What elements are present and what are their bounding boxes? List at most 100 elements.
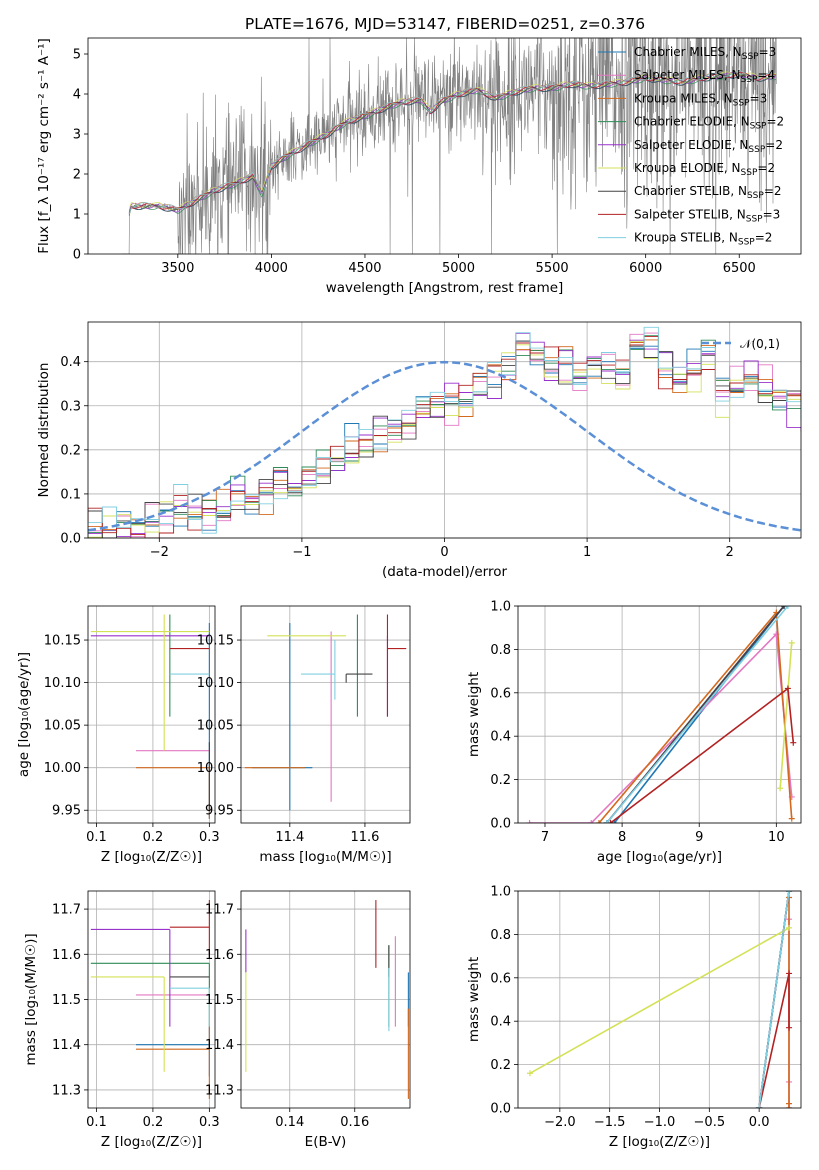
weight-line-8 <box>758 891 790 1108</box>
y-tick-label: 9.95 <box>205 804 234 819</box>
weight-marker <box>526 820 533 823</box>
x-tick-label: −2.0 <box>544 1115 576 1130</box>
x-tick-label: 1 <box>583 545 591 560</box>
y-tick-label: 11.5 <box>52 993 81 1008</box>
y-tick-label: 0.4 <box>490 1015 511 1030</box>
axes-frame <box>517 890 802 1109</box>
weight-marker <box>588 820 595 823</box>
y-tick-label: 10.10 <box>197 676 234 691</box>
normal-curve <box>88 360 801 532</box>
x-tick-label: 4500 <box>348 261 381 276</box>
legend-count: =2 <box>757 161 775 175</box>
y-tick-label: 2 <box>73 168 81 183</box>
axes: 0.1 0.2 0.3 11.3 11.4 11.5 11.6 11.7 Z [log₁₀(Z/… <box>23 890 220 1150</box>
x-axis-label: mass [log₁₀(M/M☉)] <box>259 849 391 865</box>
y-tick-label: 0.2 <box>490 773 511 788</box>
y-tick-label: 5 <box>73 48 81 63</box>
x-tick-label: 0.3 <box>199 1115 220 1130</box>
histogram-6 <box>88 340 801 538</box>
x-tick-label: 0 <box>440 545 448 560</box>
y-axis-label: Normed distribution <box>36 363 52 498</box>
legend-label: Salpeter ELODIE, NSSP=2 <box>634 138 783 155</box>
plot-area <box>244 614 407 811</box>
weight-marker <box>603 820 610 823</box>
weight-line-0 <box>613 606 785 823</box>
axes-frame <box>517 605 802 824</box>
legend-subscript: SSP <box>746 214 763 224</box>
x-tick-label: 8 <box>618 830 626 845</box>
axes: 0.14 0.16 11.3 11.4 11.5 11.6 11.7 E(B-V) <box>205 890 411 1150</box>
y-tick-label: 0.8 <box>490 928 511 943</box>
axes: 11.4 11.6 9.95 10.00 10.05 10.10 10.15 mass [lo… <box>197 605 411 865</box>
y-tick-label: 11.6 <box>205 948 234 963</box>
weight-marker <box>756 1105 763 1108</box>
plot-area <box>90 900 210 1099</box>
x-tick-label: −1 <box>292 545 311 560</box>
x-tick-label: 5500 <box>536 261 569 276</box>
panel-spectrum: 3500 4000 4500 5000 5500 6000 6500 0 1 2 3 4 5 wavele… <box>36 37 802 296</box>
axes-frame <box>87 37 802 255</box>
legend-subscript: SSP <box>750 122 767 132</box>
plot-area <box>121 38 777 254</box>
x-axis-label: E(B-V) <box>305 1134 347 1150</box>
y-tick-label: 10.10 <box>44 676 81 691</box>
x-tick-label: 4000 <box>255 261 288 276</box>
axes: −2 −1 0 1 2 0.0 0.1 0.2 0.3 0.4 (data-model)/error… <box>36 321 802 580</box>
weight-marker <box>777 785 784 792</box>
x-axis-label: Z [log₁₀(Z/Z☉)] <box>101 849 202 865</box>
legend-label: Kroupa STELIB, NSSP=2 <box>634 231 772 248</box>
axes: −2.0 −1.5 −1.0 −0.5 0.0 0.0 0.2 0.4 0.6 0.8 1.0 Z [… <box>466 885 802 1150</box>
y-tick-label: 1.0 <box>490 600 511 615</box>
legend-subscript: SSP <box>733 98 750 108</box>
y-tick-label: 11.3 <box>52 1083 81 1098</box>
model-line-5 <box>128 71 777 211</box>
x-axis-label: age [log₁₀(age/yr)] <box>597 849 722 865</box>
y-tick-label: 0.0 <box>60 532 81 547</box>
x-tick-label: 5000 <box>442 261 475 276</box>
legend-count: =2 <box>755 231 773 245</box>
y-axis-label: Flux [f_λ 10⁻¹⁷ erg cm⁻² s⁻¹ A⁻¹] <box>36 38 52 254</box>
legend-label: Chabrier ELODIE, NSSP=2 <box>634 115 784 132</box>
axes-frame <box>87 605 216 824</box>
model-line-7 <box>128 71 777 214</box>
y-axis-label: mass weight <box>466 672 482 757</box>
x-tick-label: −1.0 <box>644 1115 676 1130</box>
y-tick-label: 10.15 <box>197 634 234 649</box>
spectrum-data-line <box>121 38 777 254</box>
y-tick-label: 0 <box>73 248 81 263</box>
y-tick-label: 9.95 <box>52 804 81 819</box>
panel-residuals: −2 −1 0 1 2 0.0 0.1 0.2 0.3 0.4 (data-model)/error… <box>36 321 802 580</box>
legend-count: =2 <box>765 138 783 152</box>
legend-label: Salpeter MILES, NSSP=4 <box>634 68 775 85</box>
histogram-5 <box>88 340 801 538</box>
y-tick-label: 11.6 <box>52 948 81 963</box>
x-tick-label: −1.5 <box>594 1115 626 1130</box>
weight-marker <box>786 970 793 977</box>
legend-count: =3 <box>759 45 777 59</box>
x-tick-label: 0.1 <box>86 830 107 845</box>
plot-area <box>526 891 793 1108</box>
y-tick-label: 11.3 <box>205 1083 234 1098</box>
model-line-6 <box>128 74 776 213</box>
plot-area <box>526 606 797 823</box>
y-tick-label: 4 <box>73 88 81 103</box>
axes: 0.1 0.2 0.3 9.95 10.00 10.05 10.10 10.15 Z [log₁… <box>16 605 220 865</box>
weight-marker <box>784 606 791 609</box>
legend-subscript: SSP <box>741 75 758 85</box>
weight-line-5 <box>779 642 793 789</box>
panel-mass-weight-vs-age: 7 8 9 10 0.0 0.2 0.4 0.6 0.8 1.0 age [log₁₀(age/yr… <box>466 600 802 865</box>
weight-marker <box>595 820 602 823</box>
axes: 3500 4000 4500 5000 5500 6000 6500 0 1 2 3 4 5 wavele… <box>36 37 802 296</box>
x-tick-label: 6000 <box>629 261 662 276</box>
spectrum-legend: Chabrier MILES, NSSP=3 Salpeter MILES, NS… <box>598 45 784 248</box>
legend-subscript: SSP <box>738 238 755 248</box>
y-tick-label: 0.2 <box>60 443 81 458</box>
axes-frame <box>87 890 216 1109</box>
weight-line-8 <box>606 606 789 823</box>
legend-subscript: SSP <box>741 168 758 178</box>
x-tick-label: 11.4 <box>275 830 304 845</box>
y-tick-label: 0.1 <box>60 487 81 502</box>
y-tick-label: 0.6 <box>490 686 511 701</box>
x-tick-label: 9 <box>695 830 703 845</box>
x-axis-label: (data-model)/error <box>382 564 508 580</box>
